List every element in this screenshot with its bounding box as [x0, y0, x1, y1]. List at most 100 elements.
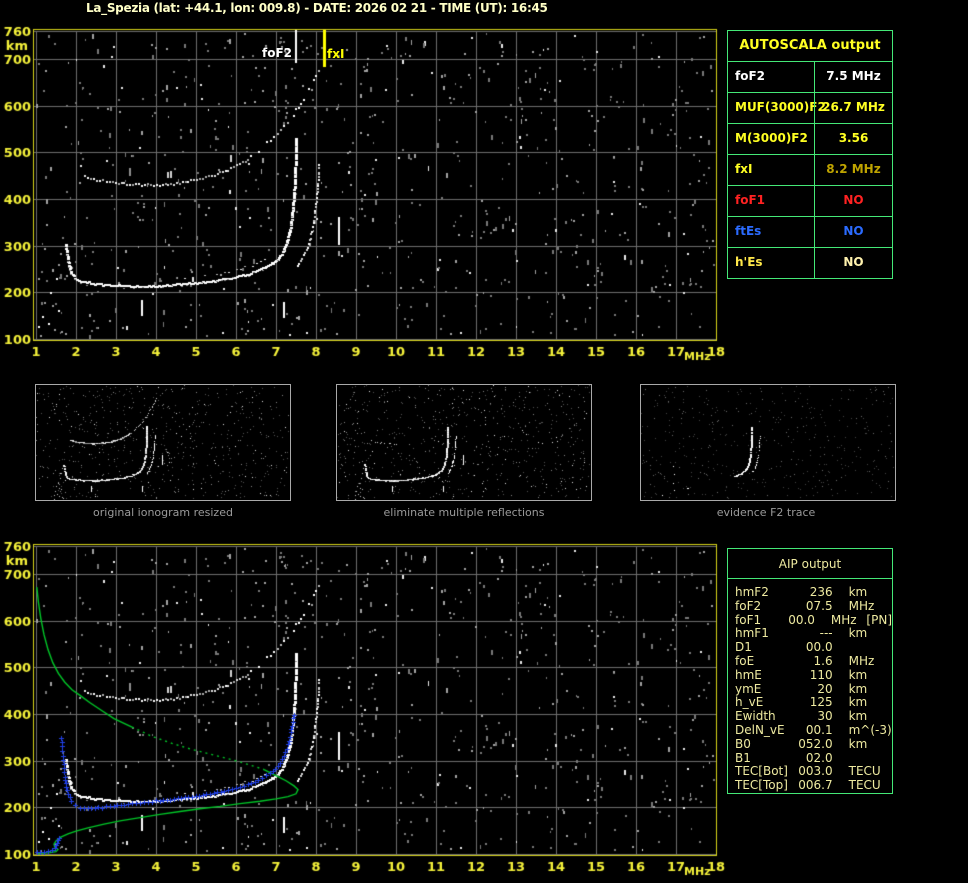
autoscala-param-label: foF2	[735, 69, 766, 83]
autoscala-param-value: 8.2 MHz	[814, 155, 892, 185]
autoscala-param-value: NO	[814, 186, 892, 216]
foF2-marker-label: foF2	[261, 46, 292, 60]
autoscala-param-label: MUF(3000)F2	[735, 100, 826, 114]
autoscala-param-label: ftEs	[735, 224, 762, 238]
autoscala-row: ftEs NO	[728, 216, 892, 247]
bottom-ionogram-canvas	[0, 538, 740, 883]
aip-unit: km	[848, 681, 868, 696]
aip-unit: MHz	[830, 612, 857, 627]
aip-label: h_vE	[735, 695, 764, 710]
autoscala-param-value: 26.7 MHz	[814, 93, 892, 123]
thumbnail-eliminate-canvas	[337, 385, 591, 500]
top-ionogram-canvas	[0, 25, 740, 375]
aip-unit	[849, 752, 892, 766]
aip-row: hmE 110 km	[728, 667, 892, 683]
aip-unit: km	[848, 585, 868, 599]
thumbnail-eliminate-reflections	[336, 384, 592, 501]
aip-row: foF1 00.0 MHz [PN]	[728, 612, 892, 628]
aip-row: DelN_vE 00.1 m^(-3)	[728, 722, 892, 738]
autoscala-param-label: fxI	[735, 162, 753, 176]
aip-label: ymE	[735, 681, 762, 696]
aip-row: foF2 07.5 MHz	[728, 598, 892, 614]
aip-value: 00.0	[788, 612, 815, 627]
autoscala-row: fxI 8.2 MHz	[728, 154, 892, 185]
fxI-marker-label: fxI	[327, 47, 345, 61]
aip-row: D1 00.0	[728, 640, 892, 655]
station-title: La_Spezia (lat: +44.1, lon: 009.8) - DAT…	[86, 1, 548, 15]
thumbnail-caption-eliminate: eliminate multiple reflections	[383, 506, 545, 519]
aip-row: B1 02.0	[728, 750, 892, 766]
aip-row: Ewidth 30 km	[728, 709, 892, 724]
aip-row: TEC[Bot] 003.0 TECU	[728, 765, 892, 779]
aip-label: TEC[Bot]	[735, 764, 788, 779]
aip-row: foE 1.6 MHz	[728, 653, 892, 669]
autoscala-row: foF1 NO	[728, 185, 892, 216]
aip-unit: m^(-3)	[848, 722, 892, 737]
autoscala-param-value: NO	[814, 248, 892, 278]
aip-unit: km	[848, 667, 868, 682]
aip-label: TEC[Top]	[735, 778, 788, 793]
aip-value: 00.1	[805, 722, 833, 737]
aip-label: Ewidth	[735, 709, 776, 724]
thumbnail-caption-original: original ionogram resized	[93, 506, 233, 519]
aip-label: foF1	[735, 612, 762, 627]
aip-label: B1	[735, 750, 751, 765]
autoscala-panel-title: AUTOSCALA output	[739, 38, 881, 53]
autoscala-param-label: h'Es	[735, 255, 763, 269]
aip-label: foF2	[735, 598, 762, 613]
aip-panel-title: AIP output	[728, 549, 892, 579]
aip-value: 07.5	[805, 598, 833, 613]
autoscala-row: h'Es NO	[728, 247, 892, 278]
aip-label: DelN_vE	[735, 722, 785, 737]
aip-value: 00.0	[805, 640, 833, 655]
autoscala-param-value: 7.5 MHz	[814, 62, 892, 92]
aip-label: B0	[735, 736, 751, 751]
thumbnail-f2-canvas	[641, 385, 895, 500]
aip-value: 1.6	[813, 653, 833, 668]
aip-unit: TECU	[848, 764, 881, 779]
aip-label: hmE	[735, 667, 762, 682]
aip-unit: km	[848, 626, 868, 641]
thumbnail-original-canvas	[36, 385, 290, 500]
aip-value: 003.0	[798, 764, 833, 779]
aip-unit	[849, 641, 892, 655]
aip-row: ymE 20 km	[728, 681, 892, 697]
aip-label: hmF1	[735, 626, 769, 641]
aip-row: B0 052.0 km	[728, 736, 892, 752]
autoscala-output-panel: AUTOSCALA output foF2 7.5 MHz MUF(3000)F2 2…	[727, 30, 893, 279]
aip-value: 125	[809, 695, 833, 710]
thumbnail-original-ionogram	[35, 384, 291, 501]
aip-note: [PN]	[866, 612, 892, 627]
aip-unit: km	[848, 736, 868, 751]
aip-value: 02.0	[805, 750, 833, 765]
autoscala-rows: foF2 7.5 MHz MUF(3000)F2 26.7 MHz M(3000)F2 3…	[728, 61, 892, 278]
aip-unit: km	[848, 709, 868, 724]
aip-label: D1	[735, 640, 752, 655]
aip-rows: hmF2 236 km foF2 07.5 MHz foF1 00.0 MHz [PN] hmF1-…	[728, 579, 892, 793]
aip-value: 30	[817, 709, 833, 724]
aip-label: hmF2	[735, 585, 769, 599]
aip-value: 20	[817, 681, 833, 696]
aip-row: TEC[Top] 006.7 TECU	[728, 778, 892, 793]
autoscala-row: foF2 7.5 MHz	[728, 61, 892, 92]
autoscala-param-value: NO	[814, 217, 892, 247]
autoscala-param-value: 3.56	[814, 124, 892, 154]
aip-value: ---	[819, 626, 833, 641]
autoscala-row: MUF(3000)F2 26.7 MHz	[728, 92, 892, 123]
aip-row: h_vE 125 km	[728, 696, 892, 710]
aip-unit: MHz	[848, 598, 875, 613]
aip-row: hmF2 236 km	[728, 585, 892, 600]
aip-value: 110	[809, 667, 833, 682]
aip-value: 236	[809, 585, 833, 599]
autoscala-row: M(3000)F2 3.56	[728, 123, 892, 154]
aip-unit: km	[848, 695, 868, 710]
autoscala-param-label: foF1	[735, 193, 766, 207]
aip-unit: MHz	[848, 653, 875, 668]
autoscala-param-label: M(3000)F2	[735, 131, 808, 145]
aip-unit: TECU	[848, 778, 881, 793]
thumbnail-f2-trace	[640, 384, 896, 501]
aip-row: hmF1 --- km	[728, 627, 892, 641]
aip-output-panel: AIP output hmF2 236 km foF2 07.5 MHz foF1 00.0 M…	[727, 548, 893, 794]
aip-label: foE	[735, 653, 755, 668]
